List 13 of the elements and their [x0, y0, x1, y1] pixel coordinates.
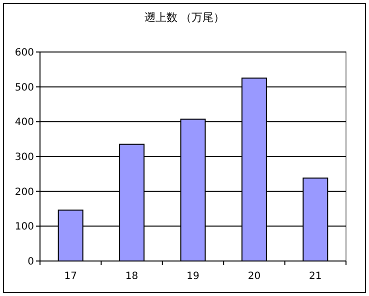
y-tick-label: 600 — [14, 48, 34, 58]
y-tick-label: 200 — [14, 186, 34, 198]
chart-title: 遡上数 （万尾） — [144, 11, 225, 24]
x-tick-label: 20 — [248, 271, 261, 282]
y-tick-label: 0 — [28, 256, 34, 268]
y-tick-label: 500 — [14, 82, 34, 94]
y-tick-label: 400 — [14, 117, 34, 128]
x-tick-label: 18 — [125, 271, 138, 282]
y-tick-label: 100 — [14, 222, 34, 233]
x-tick-label: 17 — [64, 271, 77, 282]
y-tick-label: 300 — [14, 152, 34, 163]
x-tick-label: 21 — [309, 271, 322, 282]
x-tick-label: 19 — [186, 271, 200, 282]
